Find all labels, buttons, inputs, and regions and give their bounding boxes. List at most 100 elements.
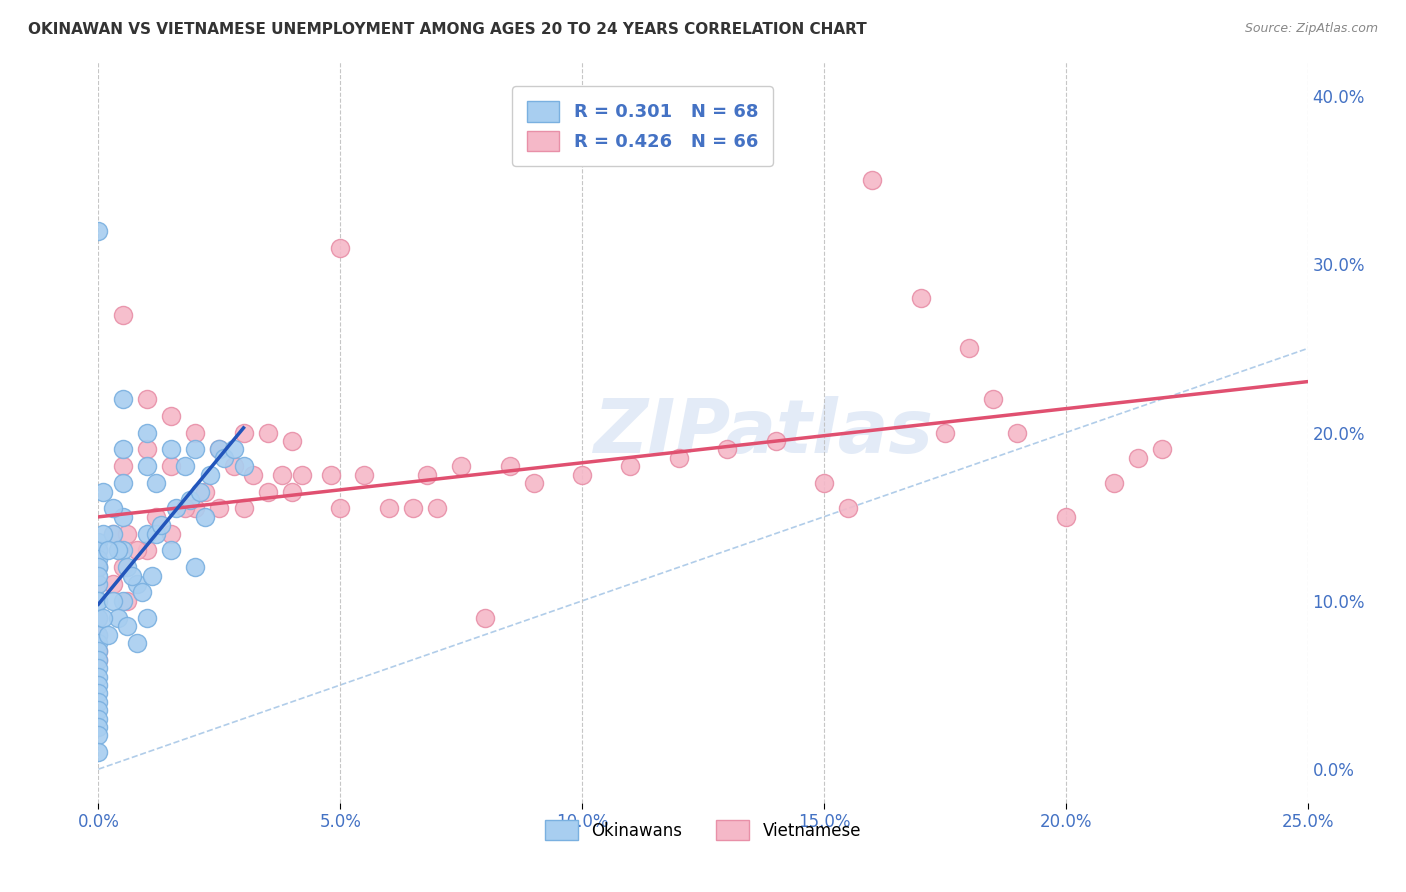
Point	[160, 459, 183, 474]
Point	[135, 526, 157, 541]
Point	[87, 551, 110, 566]
Point	[416, 467, 439, 482]
Point	[474, 610, 496, 624]
Point	[174, 459, 197, 474]
Point	[232, 425, 254, 440]
Point	[91, 526, 114, 541]
Point	[87, 560, 110, 574]
Point	[281, 434, 304, 448]
Point	[813, 476, 835, 491]
Point	[101, 526, 124, 541]
Point	[184, 425, 207, 440]
Point	[256, 484, 278, 499]
Legend: Okinawans, Vietnamese: Okinawans, Vietnamese	[538, 814, 868, 847]
Point	[145, 509, 167, 524]
Point	[131, 585, 153, 599]
Point	[242, 467, 264, 482]
Point	[194, 509, 217, 524]
Point	[111, 476, 134, 491]
Point	[87, 594, 110, 608]
Text: OKINAWAN VS VIETNAMESE UNEMPLOYMENT AMONG AGES 20 TO 24 YEARS CORRELATION CHART: OKINAWAN VS VIETNAMESE UNEMPLOYMENT AMON…	[28, 22, 868, 37]
Point	[668, 450, 690, 465]
Point	[111, 392, 134, 406]
Point	[87, 610, 110, 624]
Point	[101, 501, 124, 516]
Point	[111, 509, 134, 524]
Point	[87, 644, 110, 658]
Point	[222, 442, 245, 457]
Point	[91, 484, 114, 499]
Point	[377, 501, 399, 516]
Point	[87, 224, 110, 238]
Point	[208, 501, 231, 516]
Point	[87, 594, 110, 608]
Point	[208, 442, 231, 457]
Point	[135, 610, 157, 624]
Point	[87, 535, 110, 549]
Text: Source: ZipAtlas.com: Source: ZipAtlas.com	[1244, 22, 1378, 36]
Point	[498, 459, 520, 474]
Point	[127, 577, 149, 591]
Point	[281, 484, 304, 499]
Point	[188, 484, 211, 499]
Point	[111, 308, 134, 322]
Point	[141, 568, 163, 582]
Point	[111, 560, 134, 574]
Point	[117, 619, 139, 633]
Point	[160, 442, 183, 457]
Point	[87, 653, 110, 667]
Point	[402, 501, 425, 516]
Point	[571, 467, 593, 482]
Point	[165, 501, 187, 516]
Point	[179, 492, 201, 507]
Point	[1007, 425, 1029, 440]
Point	[111, 459, 134, 474]
Point	[87, 661, 110, 675]
Point	[222, 459, 245, 474]
Point	[450, 459, 472, 474]
Point	[87, 686, 110, 700]
Point	[426, 501, 449, 516]
Point	[101, 526, 124, 541]
Point	[353, 467, 375, 482]
Point	[1102, 476, 1125, 491]
Point	[87, 610, 110, 624]
Point	[111, 442, 134, 457]
Point	[1054, 509, 1077, 524]
Point	[957, 342, 980, 356]
Point	[135, 459, 157, 474]
Point	[329, 501, 352, 516]
Point	[87, 543, 110, 558]
Point	[145, 526, 167, 541]
Point	[135, 543, 157, 558]
Point	[150, 518, 173, 533]
Point	[160, 543, 183, 558]
Point	[91, 610, 114, 624]
Point	[127, 543, 149, 558]
Point	[107, 543, 129, 558]
Point	[101, 577, 124, 591]
Point	[87, 695, 110, 709]
Point	[87, 712, 110, 726]
Point	[87, 543, 110, 558]
Point	[981, 392, 1004, 406]
Point	[135, 425, 157, 440]
Point	[290, 467, 312, 482]
Point	[117, 560, 139, 574]
Point	[765, 434, 787, 448]
Point	[117, 526, 139, 541]
Point	[523, 476, 546, 491]
Point	[910, 291, 932, 305]
Point	[87, 560, 110, 574]
Point	[87, 653, 110, 667]
Point	[934, 425, 956, 440]
Point	[329, 240, 352, 254]
Point	[87, 560, 110, 574]
Point	[87, 644, 110, 658]
Point	[87, 627, 110, 641]
Point	[87, 720, 110, 734]
Point	[111, 543, 134, 558]
Point	[87, 678, 110, 692]
Point	[117, 594, 139, 608]
Point	[87, 670, 110, 684]
